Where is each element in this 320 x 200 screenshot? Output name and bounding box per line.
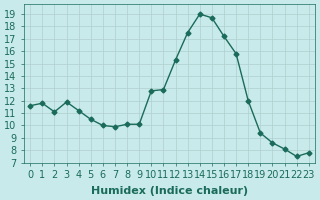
X-axis label: Humidex (Indice chaleur): Humidex (Indice chaleur) xyxy=(91,186,248,196)
